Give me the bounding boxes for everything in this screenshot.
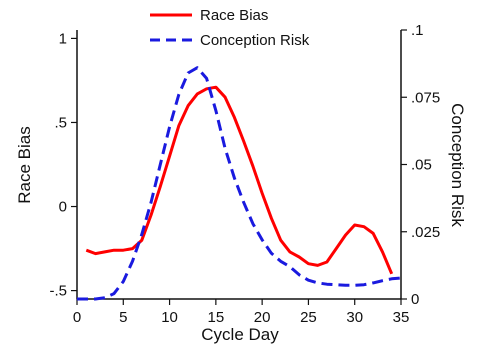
left-y-tick-label: 0	[59, 199, 67, 216]
right-y-axis-title: Conception Risk	[448, 103, 467, 227]
legend-label-conception-risk: Conception Risk	[200, 32, 310, 49]
left-y-tick-label: -.5	[49, 283, 67, 300]
plot-frame	[76, 30, 402, 300]
x-tick-label: 10	[161, 309, 178, 326]
right-y-tick-label: .05	[411, 157, 432, 174]
series-layer	[77, 66, 402, 301]
x-tick-label: 30	[346, 309, 363, 326]
x-tick-label: 35	[393, 309, 410, 326]
right-y-tick-label: .075	[411, 89, 440, 106]
series-line-race-bias	[85, 85, 394, 275]
x-tick-label: 0	[73, 309, 81, 326]
x-tick-label: 15	[208, 309, 225, 326]
left-y-axis-ticks: -.5 0 .5 1	[49, 30, 77, 300]
series-line-conception-risk	[77, 66, 402, 301]
right-y-axis-ticks: 0 .025 .05 .075 .1	[401, 22, 440, 308]
x-tick-label: 25	[300, 309, 317, 326]
legend-label-race-bias: Race Bias	[200, 7, 268, 24]
left-y-axis-title: Race Bias	[15, 126, 34, 203]
x-axis-title: Cycle Day	[201, 325, 279, 344]
x-axis-ticks: 0 5 10 15 20 25 30 35	[73, 299, 410, 326]
right-y-tick-label: 0	[411, 291, 419, 308]
right-y-tick-label: .1	[411, 22, 424, 39]
x-tick-label: 5	[119, 309, 127, 326]
right-y-tick-label: .025	[411, 224, 440, 241]
left-y-tick-label: .5	[54, 114, 67, 131]
left-y-tick-label: 1	[59, 30, 67, 47]
legend: Race Bias Conception Risk	[150, 7, 310, 49]
x-tick-label: 20	[254, 309, 271, 326]
